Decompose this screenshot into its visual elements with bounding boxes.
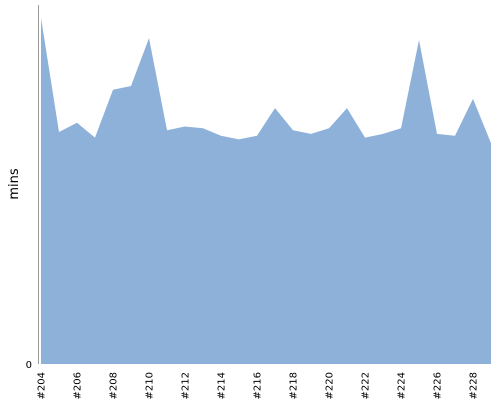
- x-tick-label: #216: [253, 372, 264, 399]
- y-axis-ticks: 0: [26, 360, 32, 371]
- x-tick-label: #206: [73, 372, 84, 399]
- x-tick-label: #214: [217, 372, 228, 399]
- x-tick-label: #228: [469, 372, 480, 399]
- area-layer: [41, 17, 491, 365]
- series-area-0: [41, 17, 491, 365]
- x-tick-label: #226: [433, 372, 444, 399]
- x-axis-ticks: #204 #206 #208 #210 #212 #214 #216 #218 #220 #222…: [37, 372, 480, 399]
- x-tick-label: #208: [109, 372, 120, 399]
- x-tick-label: #218: [289, 372, 300, 399]
- x-tick-label: #212: [181, 372, 192, 399]
- x-tick-label: #204: [37, 372, 48, 399]
- x-tick-label: #224: [397, 372, 408, 399]
- x-tick-label: #220: [325, 372, 336, 399]
- y-tick-label: 0: [26, 360, 32, 371]
- y-axis-label: mins: [7, 168, 22, 200]
- x-tick-label: #210: [145, 372, 156, 399]
- x-tick-label: #222: [361, 372, 372, 399]
